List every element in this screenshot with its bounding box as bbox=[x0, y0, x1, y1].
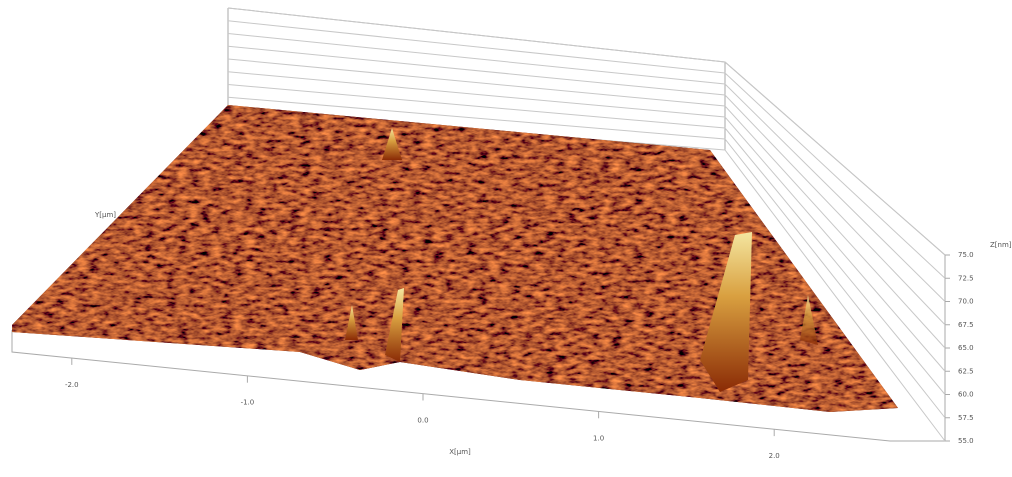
z-tick-label: 62.5 bbox=[958, 367, 974, 375]
z-tick-label: 55.0 bbox=[958, 437, 974, 445]
z-axis-label: Z[nm] bbox=[990, 241, 1012, 249]
z-tick-label: 67.5 bbox=[958, 321, 974, 329]
chart: Y[µm] X[µm] Z[nm] 75.0 72.5 70.0 67.5 65.0 62… bbox=[0, 0, 1012, 477]
z-tick-label: 70.0 bbox=[958, 298, 974, 306]
z-tick-label: 60.0 bbox=[958, 391, 974, 399]
z-tick-label: 75.0 bbox=[958, 251, 974, 259]
z-tick-label: 57.5 bbox=[958, 414, 974, 422]
z-tick-label: 72.5 bbox=[958, 274, 974, 282]
x-tick-label: 0.0 bbox=[417, 417, 428, 425]
x-tick-label: 1.0 bbox=[593, 434, 604, 442]
x-tick-label: 2.0 bbox=[769, 452, 780, 460]
z-tick-label: 65.0 bbox=[958, 344, 974, 352]
x-tick-label: -2.0 bbox=[65, 381, 79, 389]
x-axis-label: X[µm] bbox=[449, 448, 471, 456]
x-tick-label: -1.0 bbox=[241, 399, 255, 407]
y-axis-label: Y[µm] bbox=[94, 211, 116, 219]
